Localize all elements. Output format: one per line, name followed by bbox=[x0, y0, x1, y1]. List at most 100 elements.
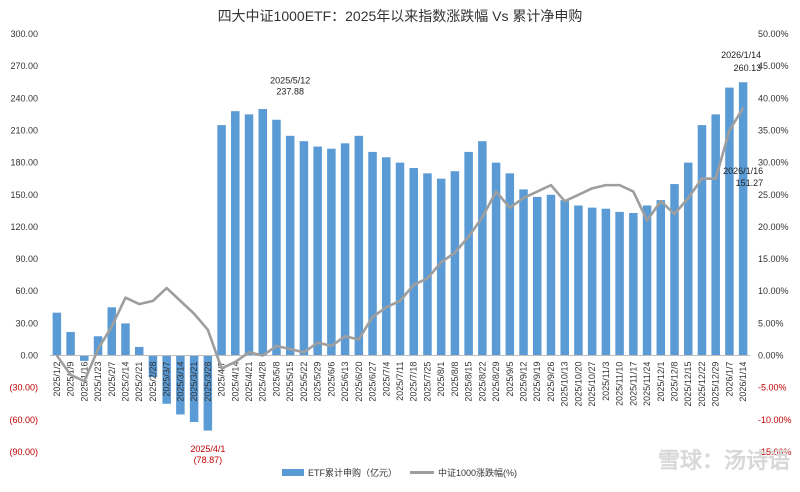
annotation-date: 2025/4/1 bbox=[190, 444, 225, 454]
line-point bbox=[659, 200, 662, 202]
line-point bbox=[412, 284, 415, 286]
bar bbox=[670, 184, 679, 356]
y-right-tick-label: 25.00% bbox=[758, 190, 789, 200]
line-point bbox=[275, 345, 278, 347]
line-point bbox=[591, 187, 593, 190]
line-point bbox=[289, 348, 292, 350]
line-point bbox=[110, 325, 113, 328]
bar bbox=[601, 208, 611, 356]
bar bbox=[725, 87, 734, 356]
x-tick-label: 2025/11/17 bbox=[628, 362, 638, 406]
line-point bbox=[742, 107, 744, 109]
y-right-tick-label: 50.00% bbox=[758, 29, 789, 39]
x-tick-label: 2025/9/19 bbox=[532, 362, 542, 402]
line-point bbox=[316, 341, 319, 344]
x-tick-label: 2025/7/11 bbox=[395, 362, 405, 401]
y-left-tick-label: 240.00 bbox=[10, 93, 38, 103]
line-point bbox=[673, 213, 676, 215]
bar bbox=[148, 355, 158, 377]
bar bbox=[683, 162, 693, 356]
line-point bbox=[426, 277, 429, 280]
x-tick-label: 2025/10/27 bbox=[587, 362, 597, 407]
bar bbox=[546, 194, 556, 356]
x-tick-label: 2025/10/13 bbox=[560, 362, 570, 407]
bar bbox=[258, 109, 267, 356]
x-tick-label: 2025/9/26 bbox=[546, 362, 556, 402]
x-tick-label: 2025/3/7 bbox=[162, 362, 172, 397]
bar bbox=[464, 151, 473, 356]
x-tick-label: 2025/8/1 bbox=[436, 362, 446, 397]
y-left-tick-label: (30.00) bbox=[9, 383, 38, 393]
bar bbox=[478, 141, 487, 356]
line-point bbox=[138, 303, 141, 305]
line-point bbox=[550, 184, 552, 186]
y-right-tick-label: 0.00% bbox=[758, 351, 784, 361]
bar bbox=[107, 307, 117, 356]
y-right-tick-label: -5.00% bbox=[758, 383, 787, 393]
bar bbox=[505, 173, 515, 356]
bar bbox=[189, 355, 199, 422]
line-point bbox=[728, 129, 731, 132]
x-tick-label: 2025/8/15 bbox=[464, 362, 474, 402]
x-tick-label: 2025/4/14 bbox=[230, 362, 240, 402]
x-tick-label: 2025/12/1 bbox=[656, 362, 666, 402]
line-point bbox=[536, 190, 539, 193]
line-point bbox=[69, 374, 72, 376]
line-point bbox=[303, 351, 305, 354]
bar bbox=[203, 355, 213, 431]
x-tick-label: 2025/9/5 bbox=[505, 362, 515, 397]
y-left-tick-label: (60.00) bbox=[9, 415, 38, 425]
y-right-tick-label: 5.00% bbox=[758, 318, 784, 328]
y-left-tick-label: 150.00 bbox=[10, 190, 38, 200]
line-point bbox=[330, 345, 333, 347]
y-left-tick-label: 120.00 bbox=[10, 222, 38, 232]
line-point bbox=[467, 235, 470, 238]
x-tick-label: 2025/11/24 bbox=[642, 362, 652, 406]
bar bbox=[368, 151, 377, 356]
bar bbox=[560, 200, 569, 356]
bar bbox=[436, 178, 446, 356]
x-tick-label: 2025/5/29 bbox=[313, 362, 323, 402]
x-tick-label: 2025/1/9 bbox=[66, 362, 76, 397]
bar bbox=[615, 211, 624, 356]
bar bbox=[162, 355, 171, 404]
x-tick-label: 2025/2/7 bbox=[107, 362, 117, 397]
line-point bbox=[577, 193, 580, 196]
y-left-tick-label: 60.00 bbox=[15, 286, 38, 296]
line-point bbox=[165, 287, 168, 289]
bar bbox=[134, 346, 144, 356]
y-right-tick-label: 15.00% bbox=[758, 254, 789, 264]
x-tick-label: 2025/3/28 bbox=[203, 362, 213, 402]
y-left-tick-label: 210.00 bbox=[10, 125, 38, 135]
y-left-tick-label: 300.00 bbox=[10, 29, 38, 39]
watermark-text: 雪球：汤诗语 bbox=[658, 448, 790, 473]
bar bbox=[656, 200, 666, 356]
y-right-tick-label: -15.00% bbox=[758, 447, 792, 457]
line-point bbox=[495, 190, 497, 193]
y-left-tick-label: (90.00) bbox=[9, 447, 38, 457]
x-tick-label: 2026/1/7 bbox=[724, 362, 734, 397]
y-right-tick-label: 20.00% bbox=[758, 222, 789, 232]
y-left-tick-label: 0.00 bbox=[20, 351, 38, 361]
x-tick-label: 2025/6/27 bbox=[368, 362, 378, 402]
bar bbox=[354, 135, 364, 356]
bar bbox=[52, 312, 62, 356]
x-tick-label: 2025/6/20 bbox=[354, 362, 364, 402]
bar bbox=[244, 114, 254, 356]
bar bbox=[574, 205, 583, 356]
x-tick-label: 2026/1/14 bbox=[738, 362, 748, 402]
annotation-value: 260.13 bbox=[734, 63, 762, 73]
x-tick-label: 2025/6/6 bbox=[326, 362, 336, 397]
bar bbox=[93, 336, 103, 356]
x-tick-label: 2025/2/28 bbox=[148, 362, 158, 402]
annotation-date: 2026/1/14 bbox=[721, 50, 761, 60]
legend-label-line: 中证1000涨跌幅(%) bbox=[438, 467, 517, 478]
line-point bbox=[358, 338, 360, 341]
line-point bbox=[248, 351, 250, 354]
y-left-tick-label: 180.00 bbox=[10, 158, 38, 168]
bar bbox=[231, 111, 240, 356]
line-point bbox=[261, 354, 264, 357]
bar bbox=[327, 148, 336, 356]
